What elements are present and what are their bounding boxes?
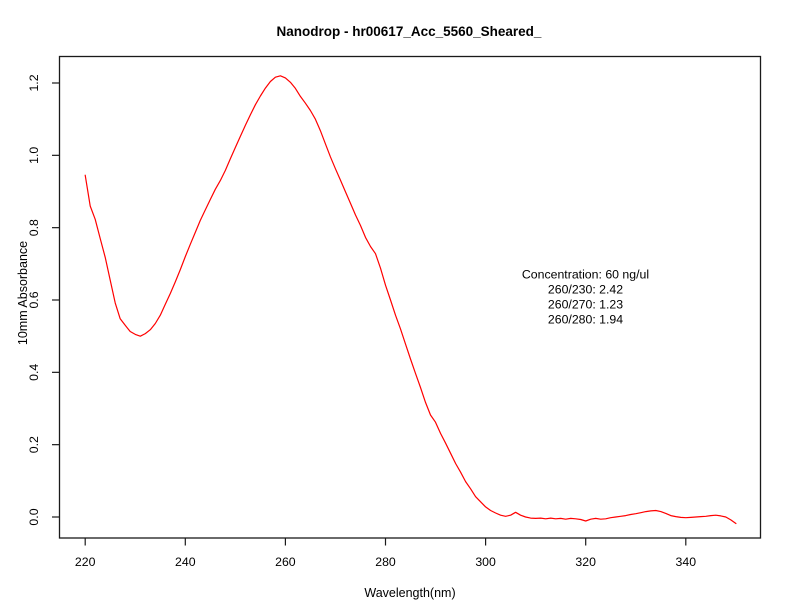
annotation-ratio-260-270: 260/270: 1.23 [548,298,623,312]
x-axis-ticks: 220 240 260 280 300 320 340 [75,538,696,569]
y-tick-label: 0.8 [27,219,41,236]
plot-border-box [58,55,762,539]
y-tick-label: 0.6 [27,291,41,308]
annotation-concentration: Concentration: 60 ng/ul [522,268,649,282]
chart-title: Nanodrop - hr00617_Acc_5560_Sheared_ [277,24,542,39]
y-tick-label: 0.0 [27,508,41,525]
y-tick-label: 1.2 [27,74,41,91]
x-tick-label: 340 [676,555,697,569]
absorbance-spectrum-line [84,75,737,525]
x-tick-label: 240 [175,555,196,569]
y-tick-label: 0.4 [27,364,41,381]
x-tick-label: 300 [475,555,496,569]
y-axis-label: 10mm Absorbance [16,241,30,345]
x-axis-label: Wavelength(nm) [364,586,455,600]
concentration-annotation: Concentration: 60 ng/ul 260/230: 2.42 26… [522,268,649,327]
y-tick-label: 0.2 [27,436,41,453]
y-tick-label: 1.0 [27,147,41,164]
x-tick-label: 260 [275,555,296,569]
x-tick-label: 280 [375,555,396,569]
y-axis-ticks: 0.0 0.2 0.4 0.6 0.8 1.0 1.2 [27,74,60,526]
annotation-ratio-260-280: 260/280: 1.94 [548,313,623,327]
x-tick-label: 320 [575,555,596,569]
x-tick-label: 220 [75,555,96,569]
annotation-ratio-260-230: 260/230: 2.42 [548,283,623,297]
